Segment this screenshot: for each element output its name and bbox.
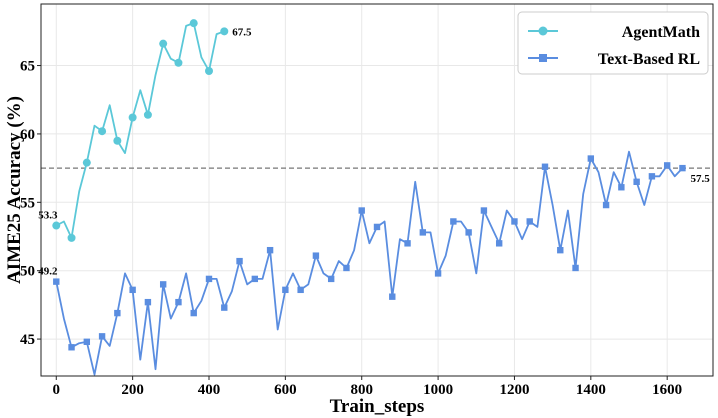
data-point-text-based-rl: [327, 275, 335, 283]
legend-marker-text-based-rl: [539, 54, 547, 62]
x-tick-label: 1000: [423, 382, 453, 398]
data-point-text-based-rl: [587, 155, 595, 162]
x-tick-label: 1600: [652, 382, 682, 398]
legend-marker-agentmath: [538, 26, 548, 36]
data-point-text-based-rl: [266, 246, 274, 254]
data-point-text-based-rl: [511, 218, 518, 225]
data-point-agentmath: [174, 58, 183, 67]
data-point-text-based-rl: [312, 252, 320, 259]
x-tick-label: 800: [350, 382, 373, 398]
data-point-text-based-rl: [495, 240, 503, 247]
data-point-text-based-rl: [358, 207, 365, 214]
data-point-agentmath: [113, 136, 122, 145]
data-point-text-based-rl: [144, 298, 152, 306]
data-point-agentmath: [205, 67, 213, 76]
data-point-text-based-rl: [83, 338, 91, 346]
end-value-label-text-based-rl: 57.5: [690, 173, 710, 185]
data-point-text-based-rl: [114, 309, 121, 317]
x-tick-label: 1400: [576, 382, 606, 398]
y-tick-label: 60: [20, 127, 35, 143]
data-point-agentmath: [220, 27, 229, 36]
data-point-text-based-rl: [526, 218, 533, 225]
data-point-text-based-rl: [205, 275, 213, 283]
data-point-agentmath: [67, 233, 76, 242]
data-point-text-based-rl: [618, 184, 625, 191]
data-point-text-based-rl: [53, 278, 60, 285]
data-point-text-based-rl: [236, 257, 243, 265]
x-tick-label: 0: [53, 382, 61, 398]
series-line-agentmath: [55, 22, 225, 239]
y-tick-label: 55: [20, 195, 35, 211]
data-point-agentmath: [98, 127, 107, 136]
legend: AgentMath Text-Based RL: [517, 11, 709, 75]
data-point-text-based-rl: [480, 207, 488, 214]
data-point-agentmath: [143, 110, 152, 119]
tick-layer: 0 200 400 600 800 1000 1200 1400 1600 45 50 55 60 65: [20, 59, 682, 398]
data-point-agentmath: [159, 39, 168, 48]
data-point-text-based-rl: [129, 286, 136, 294]
data-point-text-based-rl: [679, 164, 686, 172]
data-point-text-based-rl: [251, 275, 259, 283]
legend-label-agentmath: AgentMath: [622, 24, 700, 41]
start-value-label-text-based-rl: 49.2: [38, 266, 58, 278]
y-tick-label: 65: [20, 59, 35, 75]
data-point-text-based-rl: [541, 163, 549, 170]
legend-box: [517, 11, 709, 75]
x-tick-label: 600: [274, 382, 297, 398]
data-point-text-based-rl: [633, 178, 640, 185]
data-point-text-based-rl: [389, 293, 396, 300]
data-point-agentmath: [52, 221, 61, 230]
y-tick-label: 45: [20, 332, 35, 348]
data-point-agentmath: [128, 113, 137, 122]
data-point-text-based-rl: [343, 264, 350, 272]
x-axis-label: Train_steps: [330, 396, 425, 417]
data-point-text-based-rl: [572, 264, 579, 272]
data-point-agentmath: [189, 19, 198, 28]
data-point-text-based-rl: [68, 344, 75, 351]
annotation-layer: 53.3 67.5 49.2 57.5: [38, 26, 710, 277]
data-point-text-based-rl: [404, 240, 411, 247]
plot-frame: [40, 3, 714, 377]
end-value-label-agentmath: 67.5: [232, 26, 252, 38]
data-point-agentmath: [82, 158, 91, 167]
y-axis-label: AIME25 Accuracy (%): [4, 96, 25, 284]
legend-label-text-based-rl: Text-Based RL: [598, 51, 700, 68]
x-tick-label: 200: [121, 382, 144, 398]
data-point-text-based-rl: [557, 246, 564, 254]
series-layer: [52, 19, 686, 376]
data-point-text-based-rl: [434, 270, 442, 277]
data-point-text-based-rl: [282, 286, 289, 294]
start-value-label-agentmath: 53.3: [38, 210, 58, 222]
data-point-text-based-rl: [190, 309, 197, 317]
y-tick-label: 50: [20, 264, 35, 280]
x-tick-label: 400: [198, 382, 221, 398]
series-line-text-based-rl: [55, 150, 684, 376]
data-point-text-based-rl: [373, 223, 381, 231]
data-point-text-based-rl: [419, 229, 427, 236]
data-point-text-based-rl: [648, 173, 656, 180]
data-point-text-based-rl: [602, 201, 610, 209]
data-point-text-based-rl: [663, 162, 671, 169]
data-point-text-based-rl: [221, 304, 228, 311]
x-tick-label: 1200: [499, 382, 529, 398]
data-point-text-based-rl: [159, 281, 167, 288]
data-point-text-based-rl: [465, 229, 472, 236]
data-point-text-based-rl: [450, 218, 457, 225]
data-point-text-based-rl: [98, 333, 106, 340]
data-point-text-based-rl: [175, 298, 182, 306]
data-point-text-based-rl: [297, 286, 304, 294]
